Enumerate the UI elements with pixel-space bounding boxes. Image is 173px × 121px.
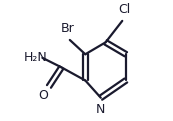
Text: H₂N: H₂N	[24, 51, 48, 64]
Text: Cl: Cl	[119, 3, 131, 16]
Text: O: O	[38, 89, 48, 102]
Text: N: N	[96, 102, 106, 116]
Text: Br: Br	[61, 22, 74, 35]
